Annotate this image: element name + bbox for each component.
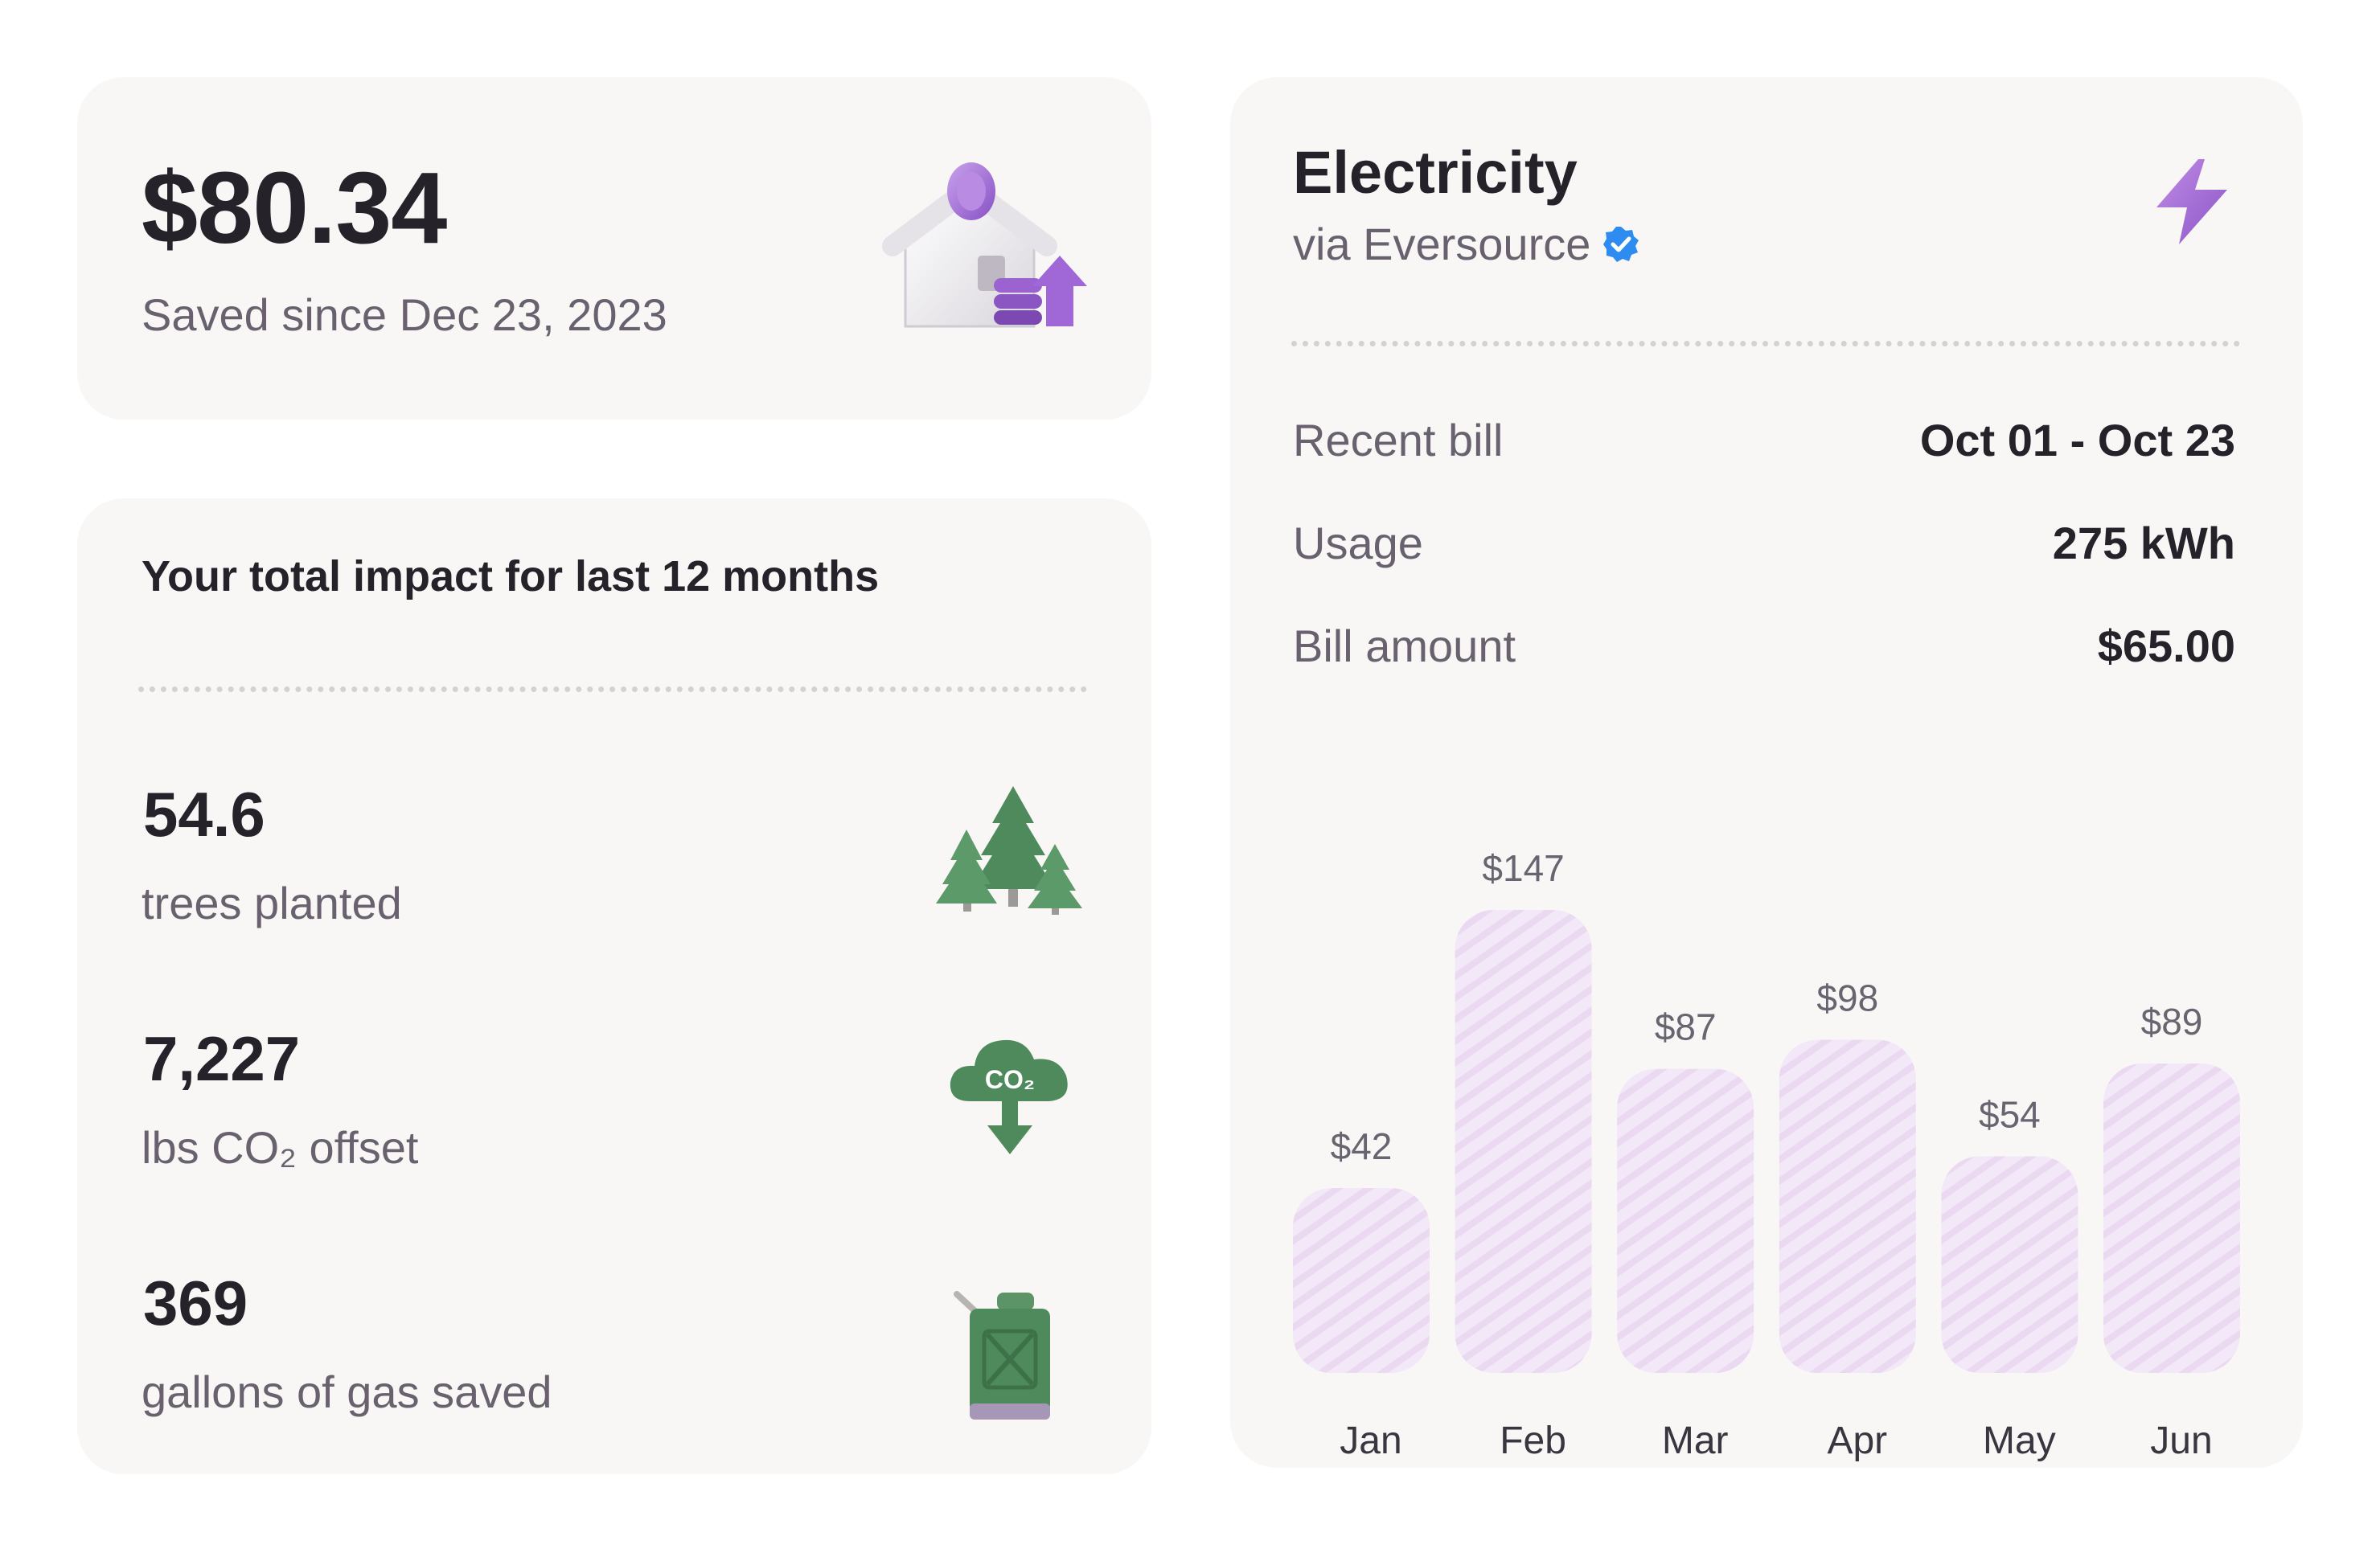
co2-offset-label: lbs CO₂ offset [142, 1122, 419, 1173]
monthly-bill-chart: $42 Jan $147 Feb $87 Mar $98 Apr $54 May $89 Jun [1293, 847, 2240, 1462]
month-label-apr: Apr [1827, 1420, 1887, 1462]
trees-planted-value: 54.6 [143, 779, 265, 850]
usage-label: Usage [1293, 518, 1423, 568]
gas-saved-value: 369 [143, 1268, 248, 1338]
bar-value-label: $87 [1655, 1006, 1717, 1048]
savings-card[interactable]: $80.34 Saved since Dec 23, 2023 [77, 77, 1151, 420]
bar-mar[interactable] [1617, 1068, 1754, 1373]
lightning-bolt-icon [2156, 159, 2227, 244]
bar-value-label: $42 [1331, 1125, 1393, 1167]
recent-bill-value: Oct 01 - Oct 23 [1919, 415, 2235, 465]
bar-feb[interactable] [1455, 910, 1592, 1373]
gas-can-icon [954, 1291, 1050, 1420]
month-label-jan: Jan [1340, 1420, 1401, 1462]
savings-amount: $80.34 [142, 151, 447, 264]
svg-text:CO₂: CO₂ [985, 1065, 1035, 1094]
verified-badge-icon [1603, 227, 1639, 262]
bar-value-label: $54 [1979, 1093, 2041, 1135]
impact-card[interactable]: Your total impact for last 12 months 54.… [77, 498, 1151, 1474]
bill-amount-value: $65.00 [2097, 621, 2235, 671]
electricity-title: Electricity [1293, 139, 1578, 206]
provider-name: via Eversource [1293, 219, 1591, 269]
bar-may[interactable] [1941, 1156, 2078, 1373]
trees-icon [936, 786, 1082, 915]
co2-offset-value: 7,227 [143, 1023, 301, 1094]
month-label-jun: Jun [2150, 1420, 2212, 1462]
bar-value-label: $89 [2141, 1001, 2203, 1043]
bill-amount-label: Bill amount [1293, 621, 1516, 671]
month-label-may: May [1983, 1420, 2056, 1462]
usage-value: 275 kWh [2052, 518, 2235, 568]
co2-cloud-icon: CO₂ [950, 1039, 1068, 1154]
house-savings-icon [882, 162, 1087, 328]
gas-saved-label: gallons of gas saved [142, 1367, 552, 1417]
electricity-card[interactable]: Electricity via Eversource Recent bill O… [1230, 77, 2303, 1468]
bar-jun[interactable] [2103, 1063, 2240, 1373]
bar-apr[interactable] [1779, 1039, 1916, 1373]
provider-row: via Eversource [1293, 222, 1640, 267]
recent-bill-label: Recent bill [1293, 415, 1504, 465]
impact-divider [138, 686, 1087, 692]
savings-since: Saved since Dec 23, 2023 [142, 289, 667, 340]
month-label-mar: Mar [1662, 1420, 1729, 1462]
bar-value-label: $147 [1482, 847, 1564, 889]
impact-title: Your total impact for last 12 months [142, 552, 880, 600]
bar-jan[interactable] [1293, 1188, 1430, 1373]
month-label-feb: Feb [1500, 1420, 1566, 1462]
bar-value-label: $98 [1816, 977, 1878, 1018]
electricity-divider [1291, 341, 2240, 346]
trees-planted-label: trees planted [142, 878, 402, 928]
